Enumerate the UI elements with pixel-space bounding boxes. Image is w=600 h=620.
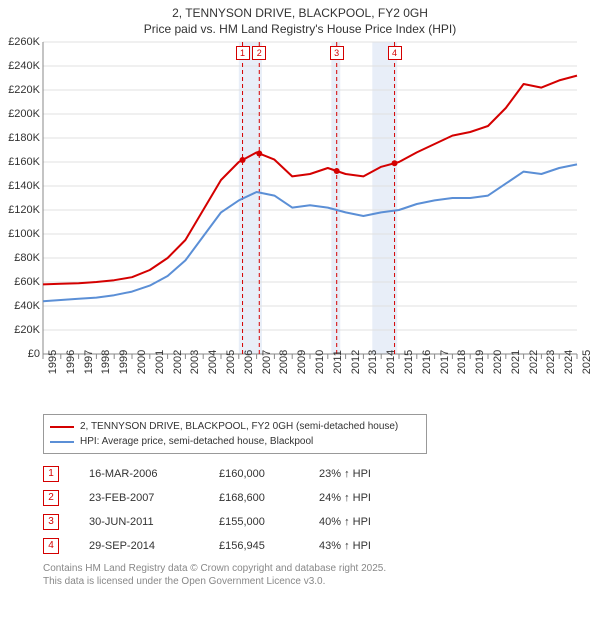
ytick-label: £100K	[8, 228, 40, 240]
sale-date-2: 23-FEB-2007	[89, 492, 219, 504]
xtick-label: 2021	[510, 350, 522, 374]
xtick-label: 2004	[207, 350, 219, 374]
xtick-label: 2008	[278, 350, 290, 374]
sale-marker-1: 1	[43, 466, 59, 482]
ytick-label: £20K	[14, 324, 40, 336]
chart-sale-marker: 2	[252, 46, 266, 60]
legend-swatch-hpi	[50, 441, 74, 443]
chart-sale-marker: 4	[388, 46, 402, 60]
xtick-label: 2007	[261, 350, 273, 374]
xtick-label: 2012	[350, 350, 362, 374]
sale-price-1: £160,000	[219, 468, 319, 480]
sale-marker-2: 2	[43, 490, 59, 506]
ytick-label: £60K	[14, 276, 40, 288]
footer-line-2: This data is licensed under the Open Gov…	[43, 575, 386, 588]
xtick-label: 2016	[421, 350, 433, 374]
chart-svg	[0, 0, 600, 400]
sale-price-3: £155,000	[219, 516, 319, 528]
sale-diff-3: 40% ↑ HPI	[319, 516, 419, 528]
chart-container: 2, TENNYSON DRIVE, BLACKPOOL, FY2 0GH Pr…	[0, 0, 600, 620]
xtick-label: 2025	[581, 350, 593, 374]
xtick-label: 2024	[563, 350, 575, 374]
xtick-label: 2022	[528, 350, 540, 374]
footer-line-1: Contains HM Land Registry data © Crown c…	[43, 562, 386, 575]
sale-row-3: 3 30-JUN-2011 £155,000 40% ↑ HPI	[43, 510, 419, 534]
xtick-label: 2014	[385, 350, 397, 374]
xtick-label: 2003	[189, 350, 201, 374]
ytick-label: £120K	[8, 204, 40, 216]
sale-price-4: £156,945	[219, 540, 319, 552]
legend-row-property: 2, TENNYSON DRIVE, BLACKPOOL, FY2 0GH (s…	[50, 419, 420, 434]
legend-label-property: 2, TENNYSON DRIVE, BLACKPOOL, FY2 0GH (s…	[80, 419, 398, 434]
legend-row-hpi: HPI: Average price, semi-detached house,…	[50, 434, 420, 449]
ytick-label: £200K	[8, 108, 40, 120]
footer: Contains HM Land Registry data © Crown c…	[43, 562, 386, 588]
xtick-label: 2001	[154, 350, 166, 374]
xtick-label: 2017	[439, 350, 451, 374]
xtick-label: 2011	[332, 350, 344, 374]
sale-marker-3: 3	[43, 514, 59, 530]
sale-date-1: 16-MAR-2006	[89, 468, 219, 480]
legend-swatch-property	[50, 426, 74, 428]
sale-marker-4: 4	[43, 538, 59, 554]
ytick-label: £0	[28, 348, 40, 360]
xtick-label: 2005	[225, 350, 237, 374]
sale-diff-4: 43% ↑ HPI	[319, 540, 419, 552]
ytick-label: £140K	[8, 180, 40, 192]
legend: 2, TENNYSON DRIVE, BLACKPOOL, FY2 0GH (s…	[43, 414, 427, 454]
xtick-label: 2006	[243, 350, 255, 374]
xtick-label: 2002	[172, 350, 184, 374]
xtick-label: 2013	[367, 350, 379, 374]
sale-diff-2: 24% ↑ HPI	[319, 492, 419, 504]
xtick-label: 1996	[65, 350, 77, 374]
sale-price-2: £168,600	[219, 492, 319, 504]
xtick-label: 2010	[314, 350, 326, 374]
xtick-label: 1995	[47, 350, 59, 374]
sale-row-1: 1 16-MAR-2006 £160,000 23% ↑ HPI	[43, 462, 419, 486]
xtick-label: 2018	[456, 350, 468, 374]
ytick-label: £260K	[8, 36, 40, 48]
ytick-label: £40K	[14, 300, 40, 312]
legend-label-hpi: HPI: Average price, semi-detached house,…	[80, 434, 313, 449]
ytick-label: £160K	[8, 156, 40, 168]
sale-row-2: 2 23-FEB-2007 £168,600 24% ↑ HPI	[43, 486, 419, 510]
sale-diff-1: 23% ↑ HPI	[319, 468, 419, 480]
chart-sale-marker: 3	[330, 46, 344, 60]
sales-table: 1 16-MAR-2006 £160,000 23% ↑ HPI 2 23-FE…	[43, 462, 419, 558]
xtick-label: 2023	[545, 350, 557, 374]
sale-row-4: 4 29-SEP-2014 £156,945 43% ↑ HPI	[43, 534, 419, 558]
xtick-label: 2000	[136, 350, 148, 374]
xtick-label: 2015	[403, 350, 415, 374]
xtick-label: 1997	[83, 350, 95, 374]
xtick-label: 1999	[118, 350, 130, 374]
xtick-label: 2009	[296, 350, 308, 374]
xtick-label: 2020	[492, 350, 504, 374]
xtick-label: 2019	[474, 350, 486, 374]
chart-sale-marker: 1	[236, 46, 250, 60]
xtick-label: 1998	[100, 350, 112, 374]
sale-date-3: 30-JUN-2011	[89, 516, 219, 528]
ytick-label: £220K	[8, 84, 40, 96]
ytick-label: £180K	[8, 132, 40, 144]
ytick-label: £80K	[14, 252, 40, 264]
sale-date-4: 29-SEP-2014	[89, 540, 219, 552]
ytick-label: £240K	[8, 60, 40, 72]
